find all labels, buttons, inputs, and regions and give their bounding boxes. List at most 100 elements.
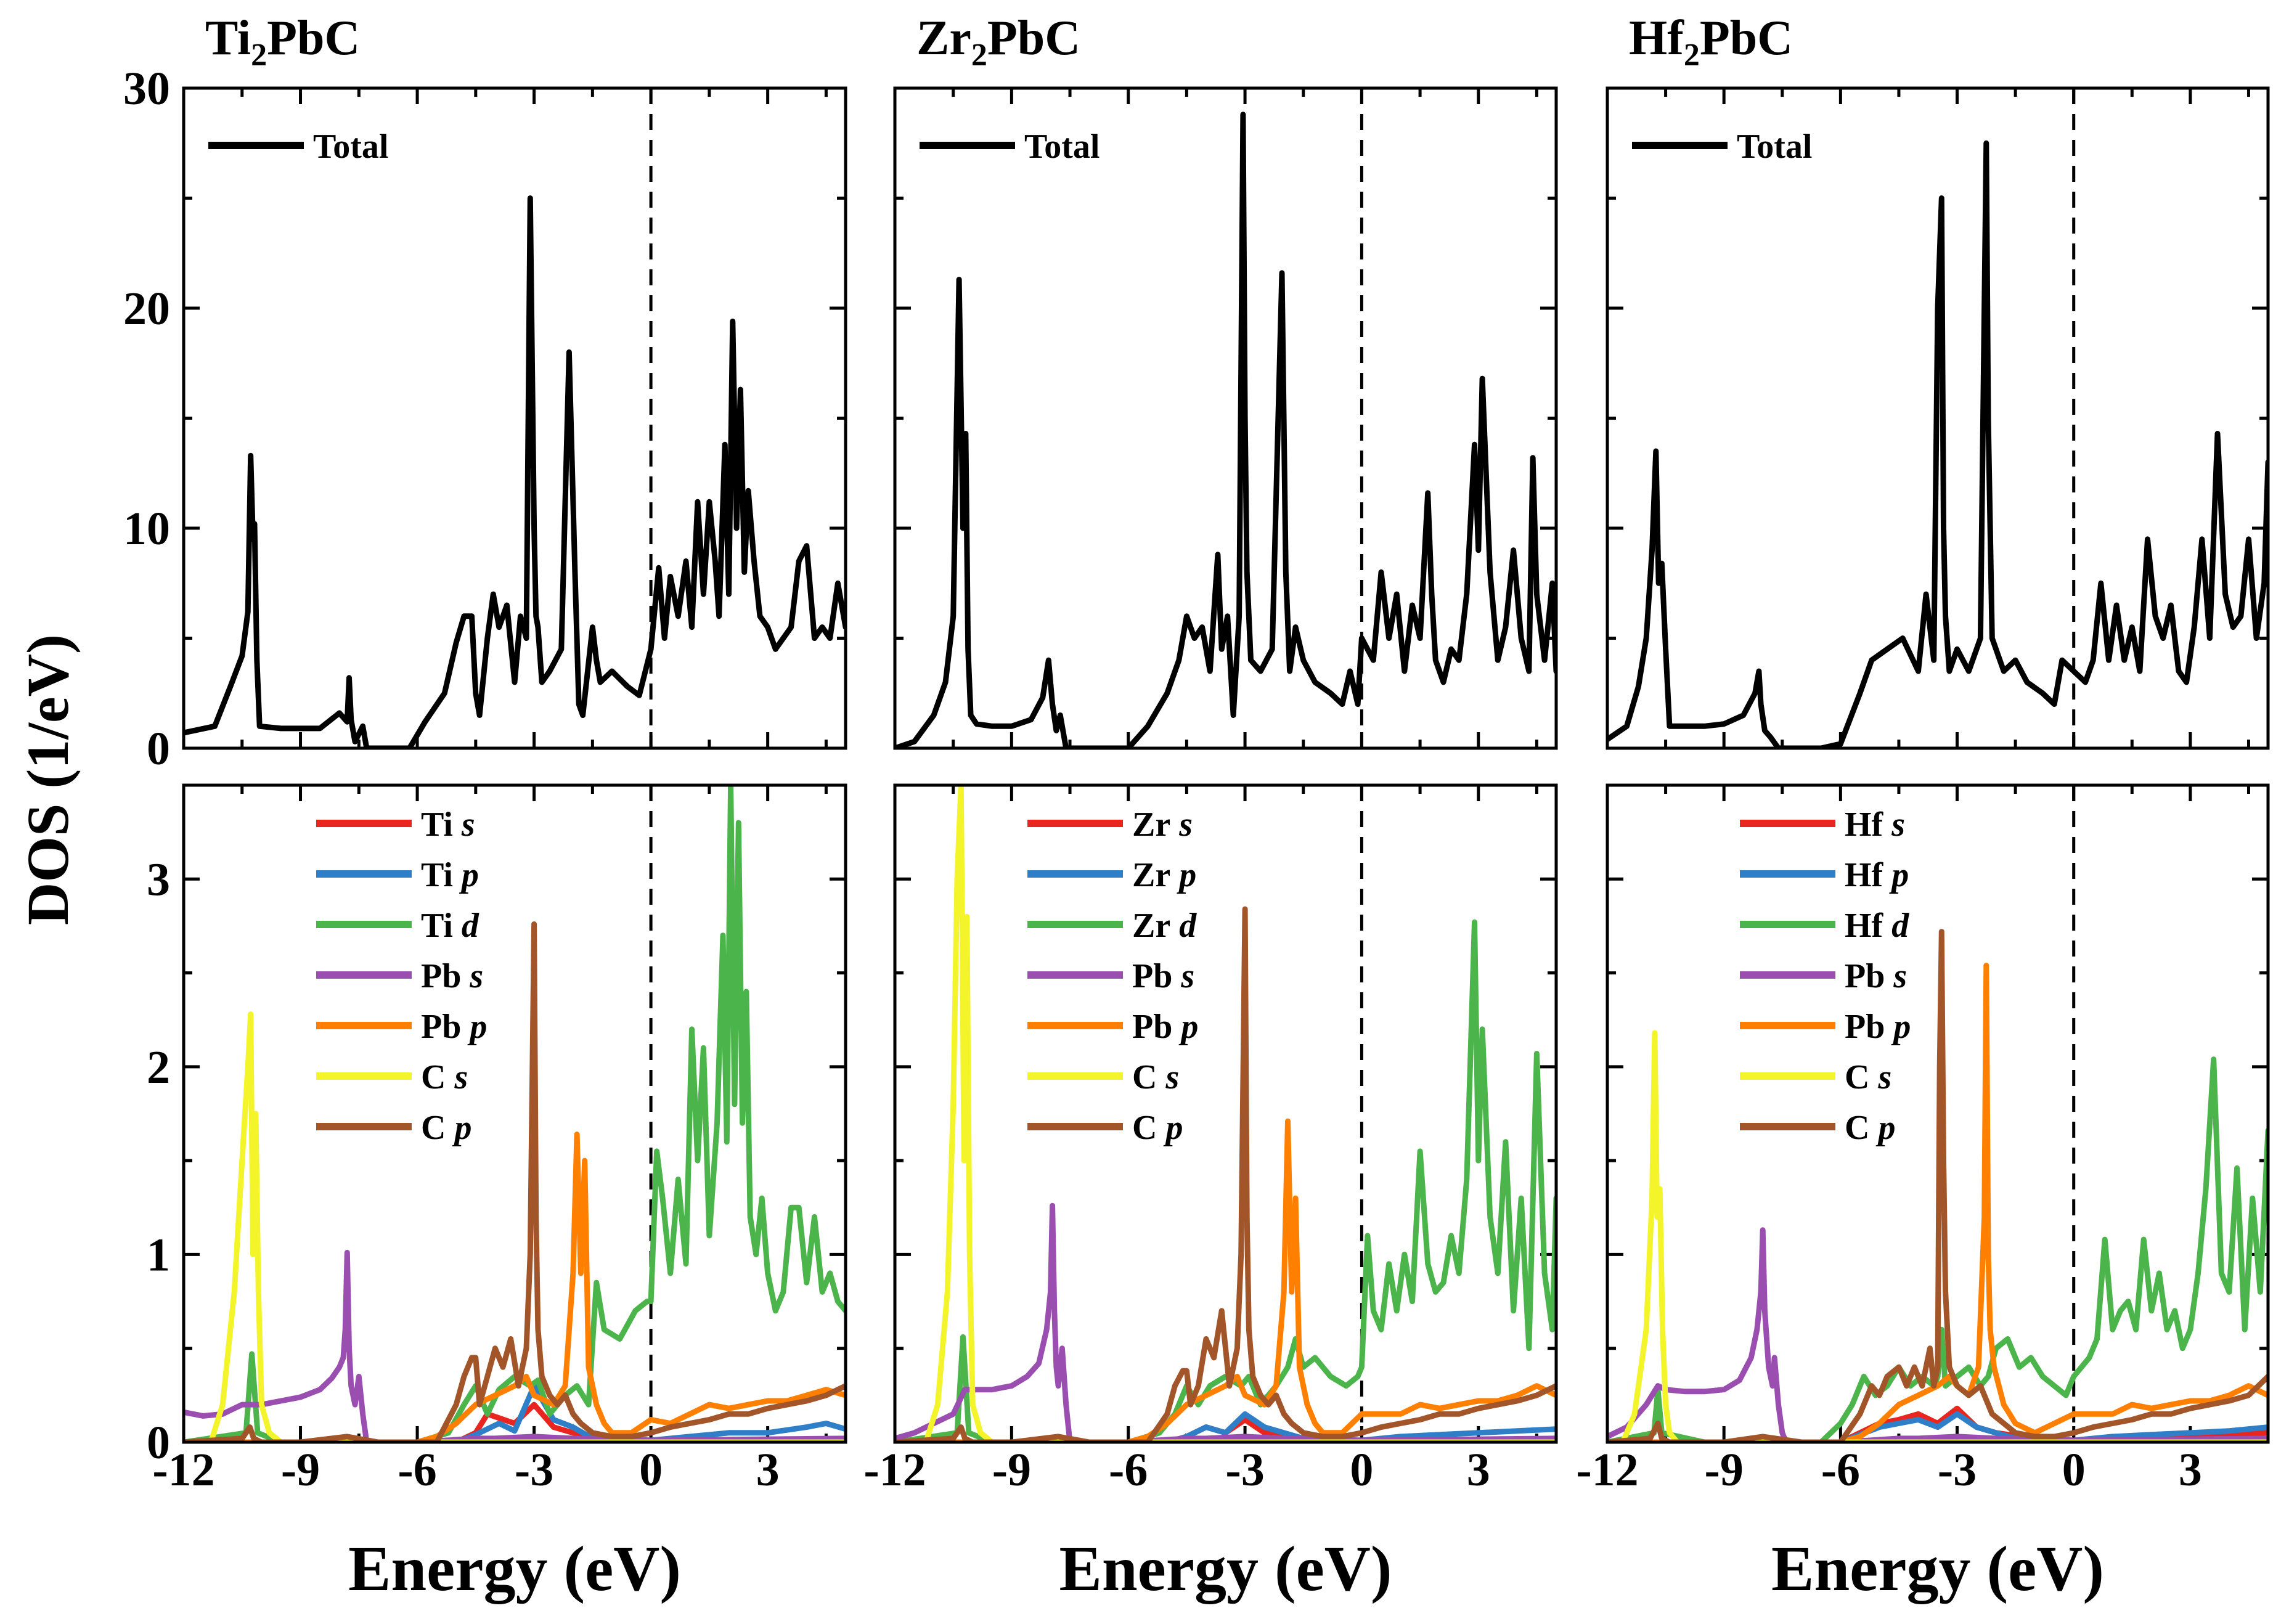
- legend-label-orbital: p: [1885, 1008, 1911, 1046]
- legend-label: C s: [421, 1058, 468, 1096]
- legend-label-orbital: p: [1170, 856, 1196, 894]
- y-tick-label: 0: [147, 723, 170, 775]
- legend-label-text: Zr: [1132, 907, 1170, 945]
- panel-title: Hf2PbC: [1629, 11, 1793, 73]
- x-axis-label: Energy (eV): [348, 1533, 681, 1604]
- plot-frame: [1606, 86, 2270, 750]
- legend-label: Total: [313, 128, 388, 166]
- x-tick-label: 0: [2062, 1444, 2086, 1496]
- legend-label-orbital: p: [446, 1109, 471, 1147]
- plot-frame: [182, 783, 847, 1444]
- legend-label: Pb s: [421, 957, 483, 995]
- legend-label-text: Zr: [1132, 856, 1170, 894]
- series-ti-p: [184, 1383, 846, 1442]
- x-tick-label: -12: [152, 1444, 214, 1496]
- legend-label: C s: [1845, 1058, 1891, 1096]
- title-element: Hf: [1629, 11, 1684, 65]
- series-pb-s: [1607, 1227, 2268, 1442]
- legend-label: Hf d: [1845, 907, 1909, 945]
- y-tick-label: 30: [123, 63, 170, 115]
- total-curves: [895, 112, 1556, 748]
- series-hf-d: [1607, 1056, 2268, 1442]
- plot-frame: [182, 86, 847, 750]
- legend-label-orbital: p: [453, 856, 479, 894]
- legend-label-text: C: [1132, 1058, 1157, 1096]
- y-tick-label: 10: [123, 503, 170, 555]
- x-tick-label: -9: [281, 1444, 320, 1496]
- title-subscript: 2: [971, 38, 987, 73]
- total-legend: Total: [208, 128, 388, 166]
- legend-label: Ti d: [421, 907, 479, 945]
- series-ti-d: [184, 785, 846, 1442]
- series-pb-p: [1607, 962, 2268, 1442]
- legend-label-orbital: s: [453, 806, 475, 844]
- pdos-legend: Hf sHf pHf dPb sPb pC sC p: [1740, 806, 1911, 1147]
- legend-label-text: Pb: [421, 957, 461, 995]
- y-tick-label: 20: [123, 283, 170, 335]
- pdos-legend: Ti sTi pTi dPb sPb pC sC p: [316, 806, 487, 1147]
- x-tick-label: 3: [1467, 1444, 1490, 1496]
- legend-label: Ti s: [421, 806, 475, 844]
- pdos-subplot: Hf sHf pHf dPb sPb pC sC p-12 -9 -6 -3 0 3Ene…: [1576, 783, 2270, 1604]
- legend-label: Pb p: [1132, 1008, 1198, 1046]
- x-axis-label: Energy (eV): [1059, 1533, 1392, 1604]
- series-c-p: [184, 921, 846, 1442]
- legend-label-text: C: [1845, 1058, 1869, 1096]
- legend-label-orbital: s: [1885, 957, 1907, 995]
- legend-label-text: Ti: [421, 806, 453, 844]
- legend-label-orbital: s: [461, 957, 483, 995]
- title-rest: PbC: [267, 11, 360, 65]
- legend-label-text: C: [421, 1058, 446, 1096]
- x-tick-label: -12: [1576, 1444, 1638, 1496]
- legend-label: Total: [1024, 128, 1100, 166]
- legend-label-text: Ti: [421, 856, 453, 894]
- series-c-s: [895, 785, 1556, 1442]
- legend-label-orbital: s: [1157, 1058, 1179, 1096]
- series-c-p: [895, 906, 1556, 1442]
- legend-label-text: Pb: [421, 1008, 461, 1046]
- legend-label-orbital: p: [1883, 856, 1909, 894]
- pdos-curves: [1607, 929, 2268, 1442]
- legend-label-orbital: p: [1172, 1008, 1198, 1046]
- legend-label: Hf s: [1845, 806, 1905, 844]
- legend-label-orbital: d: [453, 907, 479, 945]
- title-element: Zr: [916, 11, 971, 65]
- x-axis-label: Energy (eV): [1771, 1533, 2104, 1604]
- legend-label-orbital: d: [1883, 907, 1909, 945]
- total-legend: Total: [920, 128, 1100, 166]
- legend-label: Hf p: [1845, 856, 1909, 894]
- legend-label: Ti p: [421, 856, 479, 894]
- legend-label-text: Ti: [421, 907, 453, 945]
- legend-label-orbital: p: [1157, 1109, 1183, 1147]
- legend-label-text: Pb: [1132, 957, 1172, 995]
- legend-label: Pb s: [1132, 957, 1194, 995]
- legend-label-orbital: s: [1172, 957, 1194, 995]
- legend-label: Pb p: [1845, 1008, 1911, 1046]
- x-tick-label: 3: [756, 1444, 780, 1496]
- legend-label: Zr d: [1132, 907, 1197, 945]
- title-rest: PbC: [1700, 11, 1793, 65]
- x-tick-label: -3: [1225, 1444, 1264, 1496]
- legend-label-orbital: s: [1170, 806, 1193, 844]
- series-zr-p: [895, 1411, 1556, 1442]
- title-element: Ti: [205, 11, 251, 65]
- series-pb-p: [895, 1118, 1556, 1442]
- legend-label: Total: [1737, 128, 1812, 166]
- legend-label-orbital: p: [461, 1008, 487, 1046]
- x-tick-label: 3: [2179, 1444, 2202, 1496]
- legend-label-orbital: s: [446, 1058, 468, 1096]
- legend-label-text: Total: [313, 128, 388, 166]
- series-total: [895, 112, 1556, 748]
- series-c-s: [184, 1011, 846, 1442]
- pdos-legend: Zr sZr pZr dPb sPb pC sC p: [1027, 806, 1198, 1147]
- series-zr-d: [895, 919, 1556, 1442]
- legend-label-orbital: s: [1883, 806, 1905, 844]
- x-tick-label: -6: [398, 1444, 436, 1496]
- plot-frame: [893, 783, 1558, 1444]
